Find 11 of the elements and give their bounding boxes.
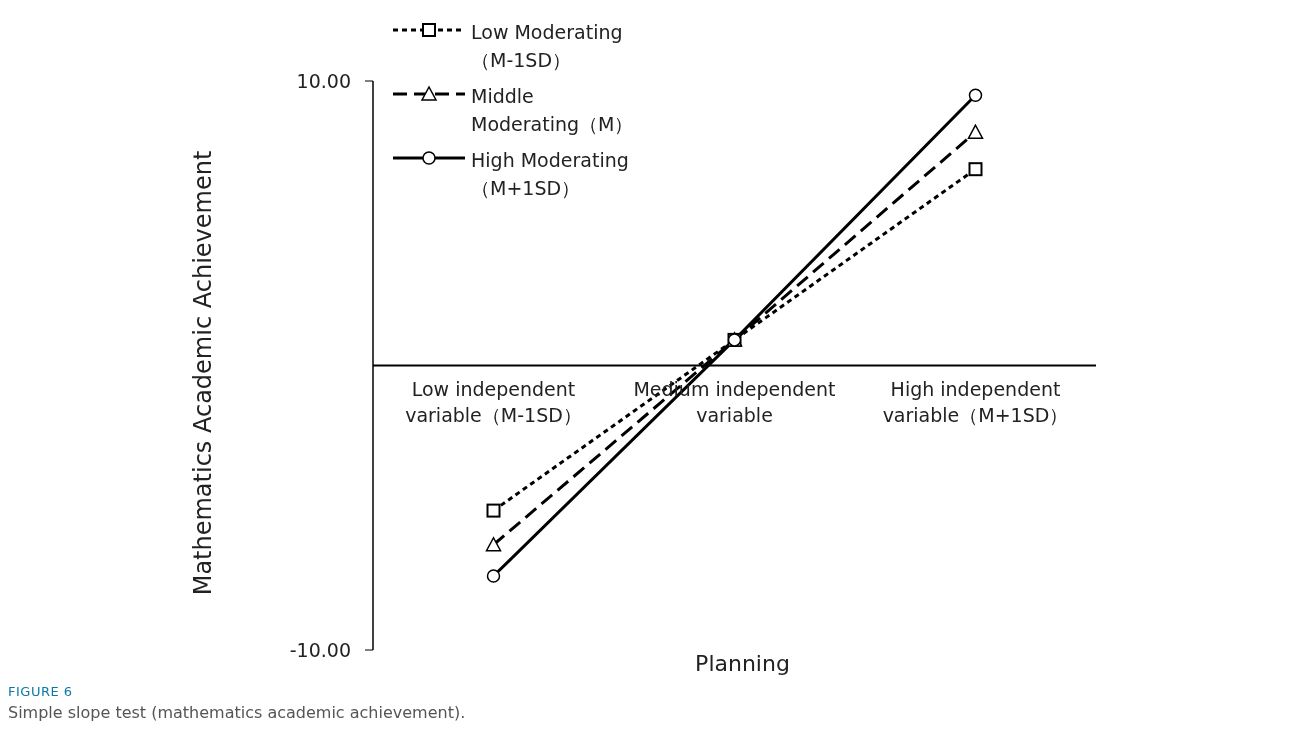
legend-label: Middle Moderating（M） [471,84,635,137]
x-tick-label: Low independent variable（M-1SD） [405,377,582,426]
x-axis-title: Planning [694,651,791,676]
y-tick-label: 10.00 [296,69,351,92]
text: Simple slope test (mathematics academic achievement). [8,703,466,722]
legend-label: Low Moderating（M-1SD） [471,20,624,73]
legend-label: High Moderating（M+1SD） [471,148,630,201]
y-tick-label: -10.00 [289,638,351,661]
caption: FIGURE 6 [8,684,73,699]
x-tick-label: High independent variable（M+1SD） [882,377,1069,426]
y-axis-title: Mathematics Academic Achievement [189,150,217,595]
